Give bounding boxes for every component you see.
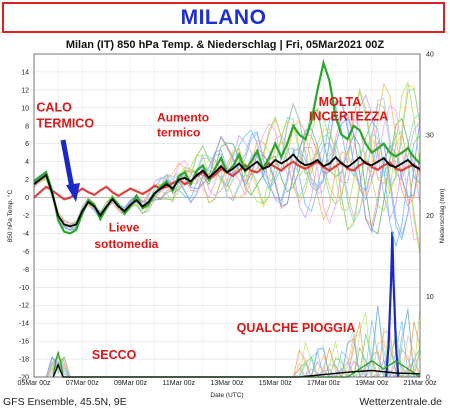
annotation-label: SECCO: [92, 348, 137, 362]
y-tick-label: -18: [19, 357, 29, 364]
temp-series: [33, 58, 421, 235]
y-tick-label: -8: [23, 267, 29, 274]
annotations: CALO TERMICO Aumento termico MOLTAINCERTEZZA…: [36, 95, 388, 362]
title-banner: MILANO: [2, 2, 445, 33]
y-tick-label: 12: [21, 87, 29, 94]
y-tick-label: -20: [19, 375, 29, 382]
y-tick-label: -6: [23, 249, 29, 256]
annotation-label: CALO: [36, 100, 72, 114]
x-tick-label: 05Mar 00z: [17, 380, 51, 387]
x-tick-label: 09Mar 00z: [114, 380, 148, 387]
annotation-label: TERMICO: [36, 117, 94, 131]
y2-tick-label: 30: [426, 132, 434, 139]
annotation-label: sottomedia: [94, 237, 158, 251]
annotation-label: INCERTEZZA: [309, 109, 388, 123]
y-tick-label: -16: [19, 339, 29, 346]
site-credit: Wetterzentrale.de: [359, 396, 442, 408]
annotation-label: termico: [157, 126, 200, 140]
y-tick-label: 8: [25, 123, 29, 130]
plot-frame: [33, 53, 421, 378]
temp-mean-line: [33, 153, 421, 228]
banner-title: MILANO: [180, 5, 267, 29]
precip-mean-line: [52, 363, 421, 378]
x-axis-ticks: 05Mar 00z 07Mar 00z 09Mar 00z 11Mar 00z 13Ma…: [17, 380, 437, 387]
y-tick-label: -2: [23, 213, 29, 220]
x-tick-label: 11Mar 00z: [162, 380, 195, 387]
x-tick-label: 15Mar 00z: [259, 380, 293, 387]
x-tick-label: 19Mar 00z: [355, 380, 389, 387]
ensemble-member-line: [33, 116, 421, 234]
x-tick-label: 13Mar 00z: [210, 380, 244, 387]
y2-tick-label: 20: [426, 213, 434, 220]
annotation-label: QUALCHE PIOGGIA: [237, 321, 356, 335]
x-tick-label: 07Mar 00z: [66, 380, 100, 387]
y-tick-label: 2: [25, 177, 29, 184]
y2-tick-label: 40: [426, 52, 434, 59]
model-source: GFS Ensemble, 45.5N, 9E: [3, 396, 127, 408]
annotation-label: MOLTA: [319, 95, 362, 109]
x-axis-label: Date (UTC): [210, 392, 243, 399]
y-axis-label: 850 hPa Temp. °C: [6, 189, 14, 242]
y2-tick-label: 10: [426, 294, 434, 301]
y-tick-label: 4: [25, 159, 29, 166]
y-tick-label: 10: [21, 105, 29, 112]
y-tick-label: 14: [21, 69, 29, 76]
annotation-label: Lieve: [109, 221, 140, 235]
y2-axis-ticks: 40 30 20 10 0: [426, 52, 434, 382]
y-tick-label: 6: [25, 141, 29, 148]
y-tick-label: -10: [19, 285, 29, 292]
x-tick-label: 17Mar 00z: [307, 380, 341, 387]
y-tick-label: -12: [19, 303, 29, 310]
y2-tick-label: 0: [426, 375, 430, 382]
y-tick-label: 0: [25, 195, 29, 202]
annotation-label: Aumento: [157, 110, 209, 124]
blue-arrow-icon: [60, 139, 80, 202]
y-tick-label: -14: [19, 321, 29, 328]
y-axis-ticks: 14 12 10 8 6 4 2 0 -2 -4 -6 -8 -10 -12 -14 -16 -18 -20: [19, 69, 29, 381]
y-tick-label: -4: [23, 231, 29, 238]
precip-control-line: [52, 350, 421, 378]
chart-title: Milan (IT) 850 hPa Temp. & Niederschlag …: [65, 39, 385, 51]
y2-axis-label: Niederschlag (mm): [439, 189, 446, 244]
x-tick-label: 21Mar 00z: [403, 380, 437, 387]
